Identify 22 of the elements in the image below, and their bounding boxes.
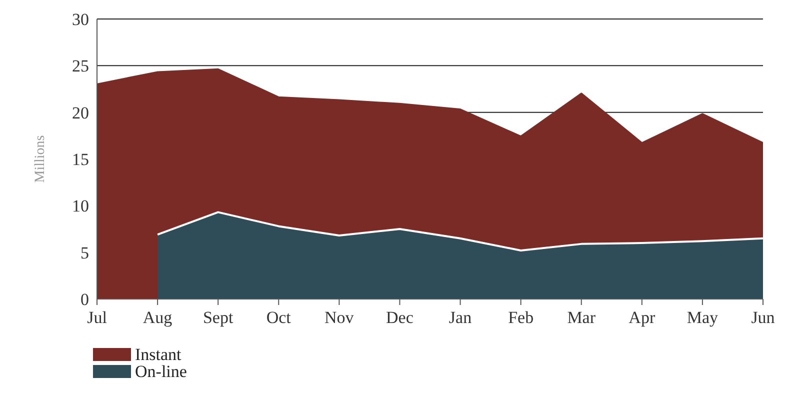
y-axis-title: Millions xyxy=(32,135,48,183)
legend-label: On-line xyxy=(135,362,187,381)
x-tick-label: Aug xyxy=(142,308,173,328)
y-tick-label: 30 xyxy=(72,10,89,30)
x-tick-label: Nov xyxy=(324,308,354,328)
x-tick-label: Jul xyxy=(87,308,108,328)
legend-label: Instant xyxy=(135,345,182,364)
y-tick-label: 25 xyxy=(72,56,89,76)
x-tick-label: Apr xyxy=(628,308,656,328)
y-tick-label: 5 xyxy=(80,243,89,262)
y-tick-label: 20 xyxy=(72,103,89,122)
x-tick-label: Oct xyxy=(266,308,292,328)
x-tick-label: Mar xyxy=(567,308,596,328)
y-tick-label: 15 xyxy=(72,150,89,170)
x-tick-label: May xyxy=(686,308,719,328)
y-tick-label: 10 xyxy=(72,196,89,216)
x-tick-label: Sept xyxy=(202,308,234,328)
y-tick-label: 0 xyxy=(80,290,89,310)
x-tick-label: Feb xyxy=(508,308,534,328)
x-tick-label: Dec xyxy=(386,308,414,328)
x-tick-label: Jan xyxy=(448,308,472,328)
x-tick-label: Jun xyxy=(751,308,776,328)
